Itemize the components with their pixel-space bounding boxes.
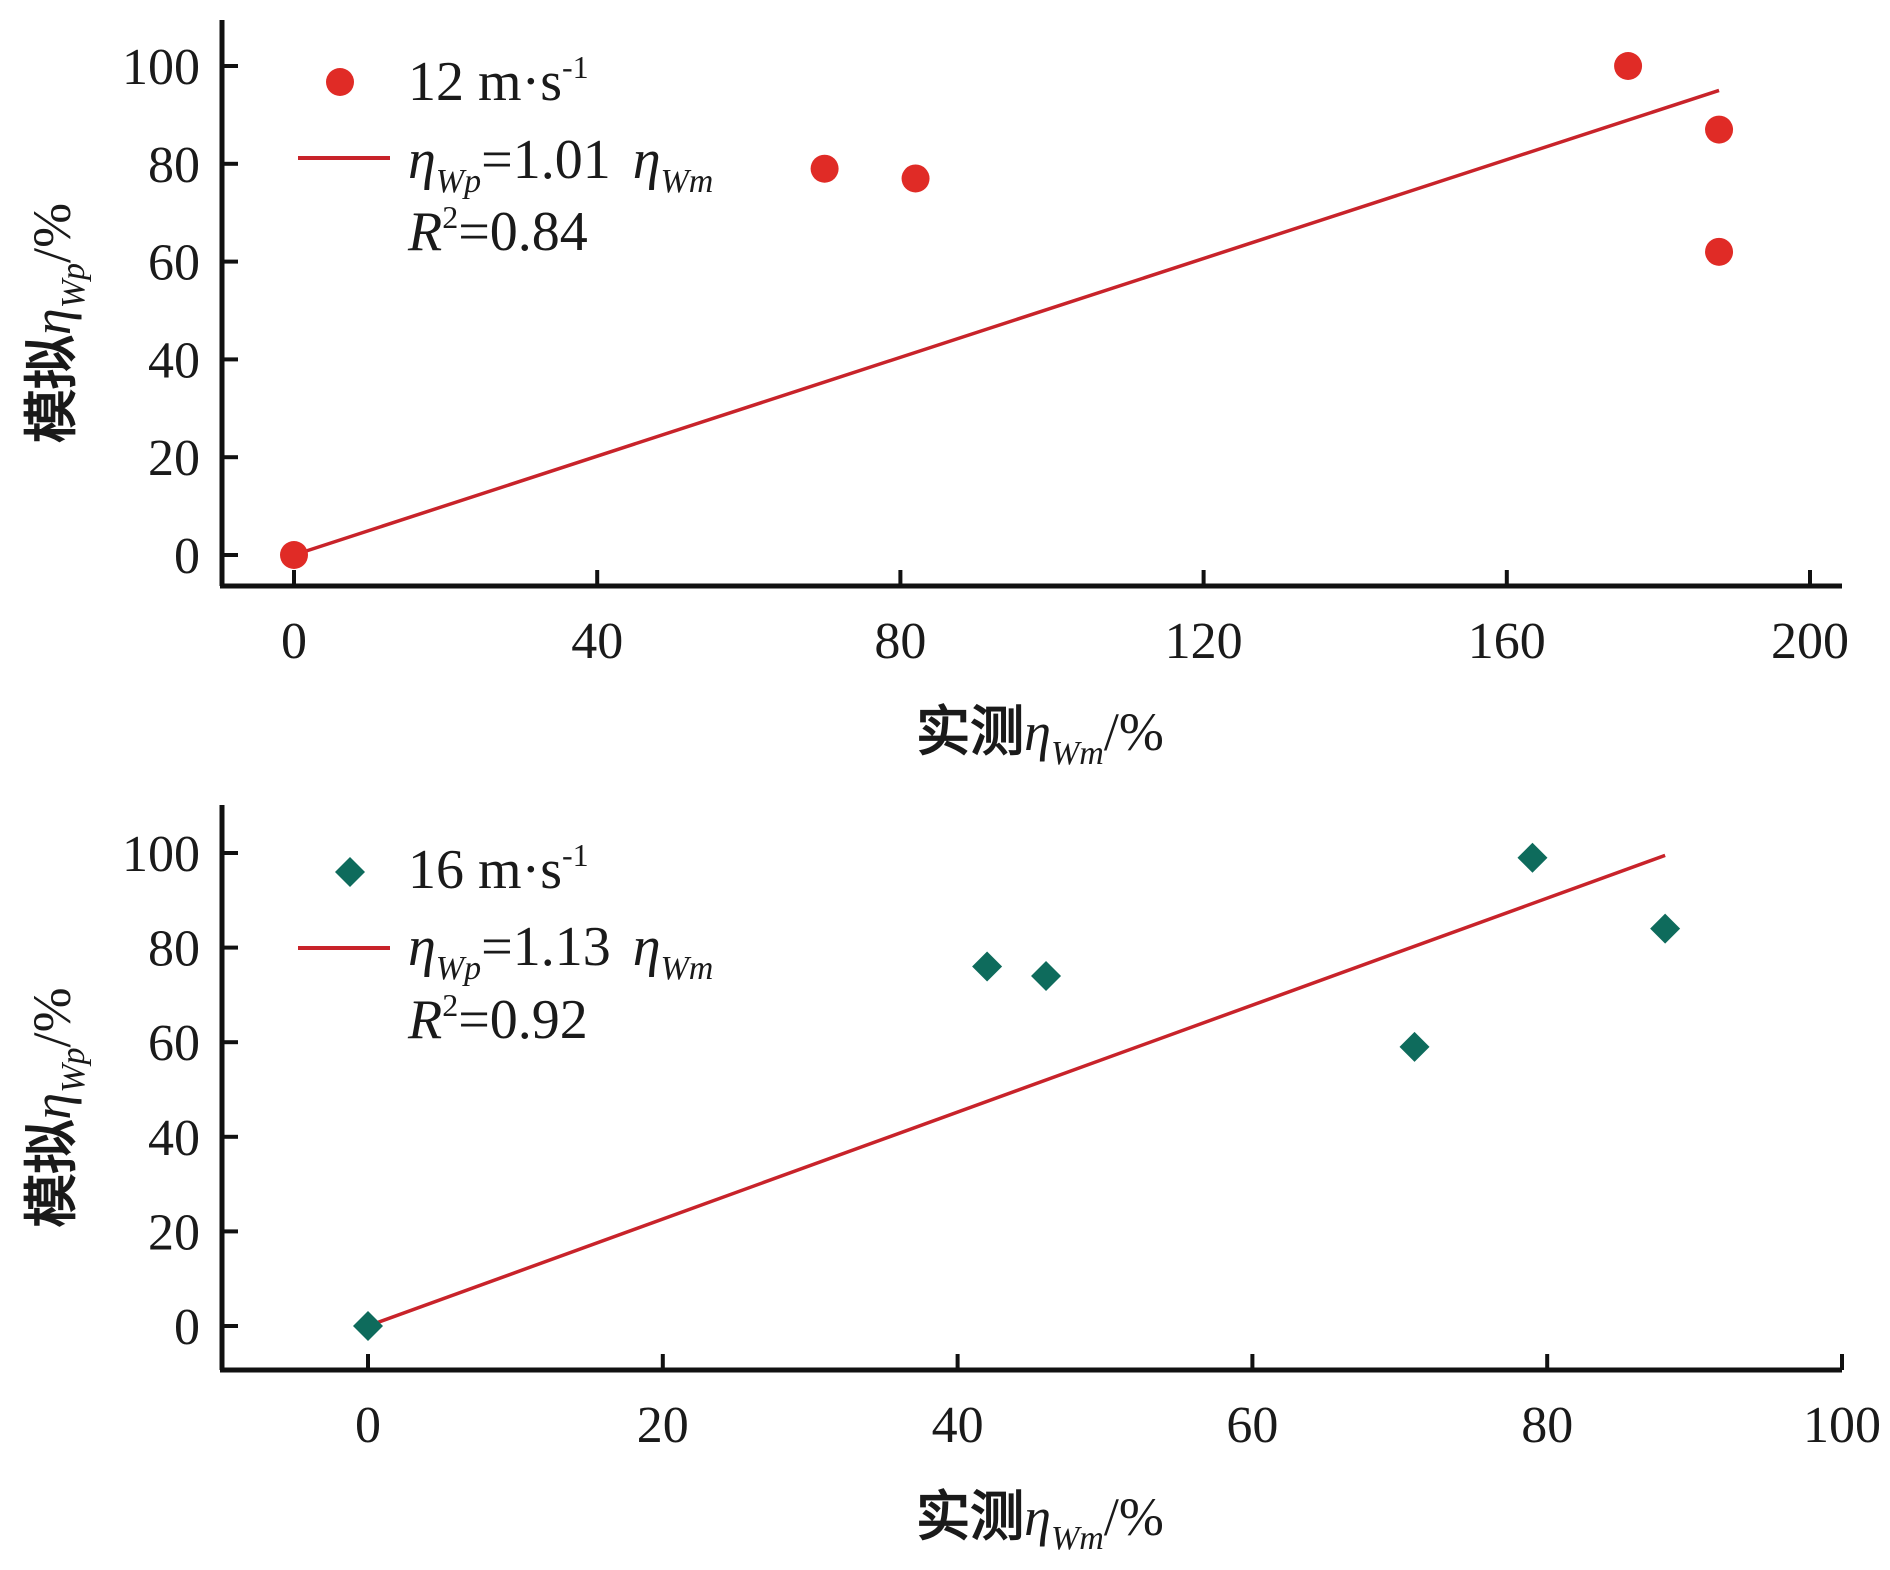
data-point <box>1650 913 1681 944</box>
data-point <box>810 154 839 183</box>
x-tick-label: 0 <box>355 1397 381 1454</box>
data-point <box>353 1311 383 1341</box>
y-tick-label: 100 <box>122 826 200 883</box>
y-tick-label: 40 <box>148 332 200 389</box>
chart-panel-2: 0 20 40 60 80 100 0 20 40 60 80 100 16 m·s-1 ηWp=1.13… <box>20 805 1881 1557</box>
legend-r-squared: R2=0.92 <box>407 987 588 1051</box>
y-tick-label: 60 <box>148 1015 200 1072</box>
y-tick-label: 80 <box>148 137 200 194</box>
x-axis-label: 实测ηWm/% <box>916 700 1164 772</box>
legend-series-label: 12 m·s-1 <box>408 49 589 113</box>
legend-marker <box>335 857 365 887</box>
y-tick-label: 100 <box>122 39 200 96</box>
x-tick-label: 60 <box>1226 1397 1278 1454</box>
legend-r-squared: R2=0.84 <box>407 199 588 263</box>
y-tick-label: 0 <box>174 528 200 585</box>
data-point <box>972 951 1003 982</box>
x-tick-label: 0 <box>281 613 307 670</box>
legend-equation: ηWp=1.01 ηWm <box>408 129 713 200</box>
data-point <box>1614 52 1643 80</box>
x-tick-label: 120 <box>1165 613 1243 670</box>
y-axis-label: 模拟ηWp/% <box>20 987 92 1227</box>
x-tick-label: 200 <box>1771 613 1849 670</box>
x-tick-label: 80 <box>1521 1397 1573 1454</box>
x-tick-label: 40 <box>932 1397 984 1454</box>
x-tick-label: 80 <box>874 613 926 670</box>
y-tick-label: 60 <box>148 235 200 292</box>
y-axis-label: 模拟ηWp/% <box>20 203 92 443</box>
x-tick-label: 20 <box>637 1397 689 1454</box>
regression-line <box>293 88 1720 557</box>
x-tick-label: 40 <box>571 613 623 670</box>
x-tick-label: 160 <box>1468 613 1546 670</box>
data-point <box>1517 842 1548 873</box>
data-point <box>1031 960 1062 991</box>
x-tick-label: 100 <box>1803 1397 1881 1454</box>
data-point <box>1705 237 1734 266</box>
data-point <box>280 541 308 569</box>
y-tick-label: 80 <box>148 921 200 978</box>
y-tick-label: 20 <box>148 430 200 487</box>
y-tick-label: 0 <box>174 1299 200 1356</box>
chart-panel-1: 0 20 40 60 80 100 0 40 80 120 160 200 12 m·s-1 ηWp=1.… <box>20 20 1849 772</box>
y-tick-label: 20 <box>148 1204 200 1261</box>
x-axis-label: 实测ηWm/% <box>916 1485 1164 1557</box>
legend-equation: ηWp=1.13 ηWm <box>408 916 713 987</box>
legend-marker <box>326 68 354 96</box>
data-point <box>1705 115 1734 144</box>
data-point <box>901 164 930 193</box>
regression-line <box>367 853 1666 1328</box>
y-tick-label: 40 <box>148 1110 200 1167</box>
legend-series-label: 16 m·s-1 <box>408 837 589 901</box>
data-point <box>1399 1031 1430 1062</box>
